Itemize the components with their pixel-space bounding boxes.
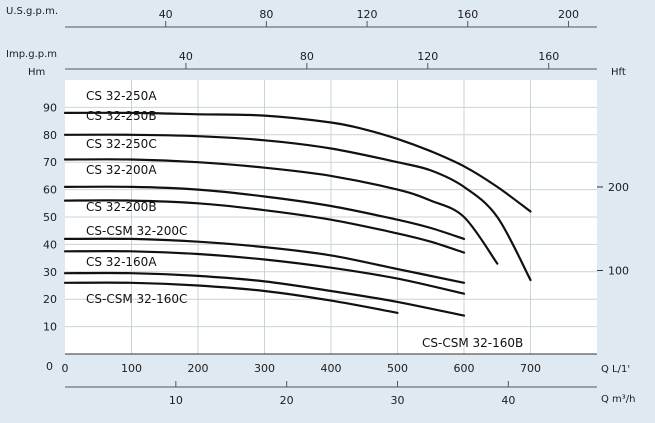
series-label: CS 32-250A (86, 89, 157, 103)
y-tick-label: 30 (43, 266, 57, 279)
curve-4 (63, 185, 466, 240)
y-tick-label: 40 (43, 238, 57, 251)
curve-1 (63, 111, 532, 213)
impgpm-tick-label: 160 (538, 50, 559, 63)
m3h-tick-label: 20 (280, 394, 294, 407)
impgpm-tick-label: 40 (179, 50, 193, 63)
series-label: CS 32-250C (86, 137, 157, 151)
grid-lines (65, 80, 597, 354)
performance-curves (63, 111, 532, 317)
x-tick-label: 300 (254, 362, 275, 375)
x-tick-label: 700 (520, 362, 541, 375)
x-axis-label-lmin: Q L/1' (601, 364, 630, 375)
series-label: CS 32-160A (86, 255, 157, 269)
right-tick-label: 100 (608, 264, 629, 277)
usgpm-tick-label: 40 (159, 8, 173, 21)
y-tick-label: 90 (43, 101, 57, 114)
series-label: CS 32-200A (86, 163, 157, 177)
y-axis-label-hft: Hft (611, 67, 626, 78)
y-tick-label: 80 (43, 129, 57, 142)
x-tick-label: 200 (188, 362, 209, 375)
curve-5 (63, 199, 466, 254)
series-label: CS-CSM 32-200C (86, 224, 187, 238)
x-tick-label: 100 (121, 362, 142, 375)
y-tick-label: 0 (46, 360, 53, 373)
axes: 0 100 200 300 400 500 600 700102030405060708090… (43, 8, 629, 407)
series-label: CS 32-200B (86, 200, 157, 214)
x-tick-label: 500 (387, 362, 408, 375)
curve-9 (63, 281, 399, 314)
series-labels: CS 32-250A CS 32-250B CS 32-250C CS 32-200A… (86, 89, 523, 350)
usgpm-tick-label: 160 (457, 8, 478, 21)
usgpm-tick-label: 80 (259, 8, 273, 21)
curve-8 (63, 271, 466, 317)
series-label: CS-CSM 32-160C (86, 292, 187, 306)
m3h-tick-label: 10 (169, 394, 183, 407)
curve-3 (63, 158, 499, 265)
y-axis-label-hm: Hm (28, 67, 45, 78)
x-tick-label: 400 (321, 362, 342, 375)
usgpm-tick-label: 200 (558, 8, 579, 21)
y-tick-label: 10 (43, 321, 57, 334)
m3h-tick-label: 30 (391, 394, 405, 407)
x-tick-label: 0 (62, 362, 69, 375)
x-axis-label-m3h: Q m³/h (601, 394, 636, 405)
axis-label-usgpm: U.S.g.p.m. (6, 6, 58, 17)
y-tick-label: 50 (43, 211, 57, 224)
curve-6 (63, 237, 466, 284)
usgpm-tick-label: 120 (357, 8, 378, 21)
impgpm-tick-label: 80 (300, 50, 314, 63)
y-tick-label: 20 (43, 293, 57, 306)
x-tick-label: 600 (454, 362, 475, 375)
axis-label-impgpm: Imp.g.p.m (6, 49, 57, 60)
curve-7 (63, 249, 466, 295)
curve-2 (63, 133, 532, 282)
y-tick-label: 60 (43, 184, 57, 197)
series-label: CS 32-250B (86, 109, 157, 123)
y-tick-label: 70 (43, 156, 57, 169)
series-label: CS-CSM 32-160B (422, 336, 523, 350)
impgpm-tick-label: 120 (417, 50, 438, 63)
m3h-tick-label: 40 (501, 394, 515, 407)
right-tick-label: 200 (608, 181, 629, 194)
